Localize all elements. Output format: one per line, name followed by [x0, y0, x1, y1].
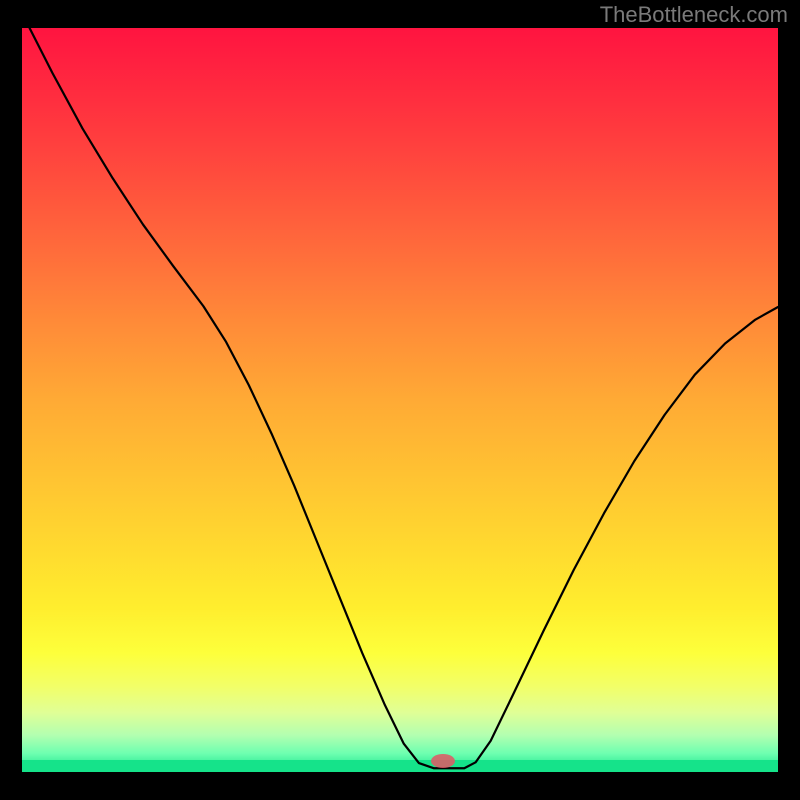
watermark-text: TheBottleneck.com: [600, 2, 788, 27]
green-band: [22, 760, 778, 772]
gradient-background: [22, 28, 778, 772]
chart-svg: TheBottleneck.com: [0, 0, 800, 800]
chart-canvas: TheBottleneck.com: [0, 0, 800, 800]
optimal-marker: [431, 754, 455, 768]
